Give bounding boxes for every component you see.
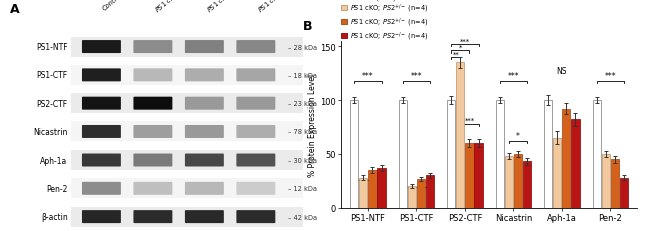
Text: NS: NS (556, 67, 567, 76)
FancyBboxPatch shape (133, 41, 172, 54)
Text: – 23 kDa: – 23 kDa (288, 101, 317, 107)
Text: – 18 kDa: – 18 kDa (288, 73, 317, 79)
Text: PS1-CTF: PS1-CTF (36, 71, 68, 80)
Bar (562, 109, 571, 208)
Text: *: * (516, 132, 520, 141)
Bar (496, 100, 504, 208)
Bar (71, 150, 302, 170)
Bar (611, 160, 619, 208)
Bar (447, 100, 456, 208)
Bar (544, 100, 552, 208)
Bar (71, 66, 302, 85)
Text: – 28 kDa: – 28 kDa (288, 44, 317, 50)
FancyBboxPatch shape (185, 125, 224, 138)
Text: – 12 kDa: – 12 kDa (288, 185, 317, 191)
Bar (350, 100, 358, 208)
Bar (571, 120, 580, 208)
FancyBboxPatch shape (133, 154, 172, 167)
Text: $PS1$ cKO; $PS2^{+/-}$: $PS1$ cKO; $PS2^{+/-}$ (204, 0, 255, 15)
Bar (408, 186, 416, 208)
Legend: Control (n=4), $PS1$ cKO; $PS2^{+/-}$ (n=4), $PS1$ cKO; $PS2^{+/-}$ (n=4), $PS1$: Control (n=4), $PS1$ cKO; $PS2^{+/-}$ (n… (339, 0, 431, 45)
Bar (523, 162, 531, 208)
FancyBboxPatch shape (237, 69, 276, 82)
Text: Nicastrin: Nicastrin (33, 128, 68, 136)
Text: ***: *** (604, 72, 616, 81)
Text: – 30 kDa: – 30 kDa (288, 157, 317, 163)
FancyBboxPatch shape (133, 97, 172, 110)
Text: PS1-NTF: PS1-NTF (36, 43, 68, 52)
Bar (71, 122, 302, 142)
Bar (593, 100, 601, 208)
FancyBboxPatch shape (185, 41, 224, 54)
Bar (474, 143, 482, 208)
Bar (456, 63, 465, 208)
Bar (71, 207, 302, 227)
Text: A: A (10, 3, 20, 16)
FancyBboxPatch shape (185, 97, 224, 110)
FancyBboxPatch shape (82, 125, 121, 138)
Bar (620, 178, 628, 208)
Text: PS2-CTF: PS2-CTF (36, 99, 68, 108)
FancyBboxPatch shape (82, 210, 121, 223)
FancyBboxPatch shape (185, 182, 224, 195)
Bar (378, 168, 385, 208)
Text: Aph-1a: Aph-1a (40, 156, 68, 165)
Text: ***: *** (362, 72, 374, 81)
FancyBboxPatch shape (237, 125, 276, 138)
FancyBboxPatch shape (237, 182, 276, 195)
Text: Pen-2: Pen-2 (46, 184, 68, 193)
Bar (359, 178, 367, 208)
FancyBboxPatch shape (237, 41, 276, 54)
FancyBboxPatch shape (237, 154, 276, 167)
Text: Control: Control (101, 0, 124, 12)
Bar (553, 138, 562, 208)
Bar (426, 176, 434, 208)
Bar (602, 154, 610, 208)
FancyBboxPatch shape (82, 41, 121, 54)
FancyBboxPatch shape (185, 210, 224, 223)
FancyBboxPatch shape (82, 154, 121, 167)
FancyBboxPatch shape (133, 182, 172, 195)
Text: B: B (303, 20, 312, 33)
Text: ***: *** (508, 72, 519, 81)
Text: **: ** (452, 51, 459, 57)
FancyBboxPatch shape (82, 69, 121, 82)
Text: β-actin: β-actin (41, 212, 68, 221)
Text: *: * (459, 45, 462, 51)
FancyBboxPatch shape (133, 69, 172, 82)
Text: $PS1$ cKO; $PS2^{+/-}$: $PS1$ cKO; $PS2^{+/-}$ (153, 0, 203, 15)
Bar (514, 154, 522, 208)
Bar (369, 170, 376, 208)
Bar (71, 37, 302, 57)
Bar (465, 143, 473, 208)
Text: – 78 kDa: – 78 kDa (288, 129, 317, 135)
Bar (71, 179, 302, 198)
Bar (505, 156, 513, 208)
FancyBboxPatch shape (237, 97, 276, 110)
Bar (71, 94, 302, 114)
Text: $PS1$ cKO; $PS2^{-/-}$: $PS1$ cKO; $PS2^{-/-}$ (256, 0, 306, 15)
FancyBboxPatch shape (185, 69, 224, 82)
FancyBboxPatch shape (237, 210, 276, 223)
FancyBboxPatch shape (82, 97, 121, 110)
FancyBboxPatch shape (133, 210, 172, 223)
Bar (398, 100, 407, 208)
Text: ***: *** (460, 38, 470, 44)
Text: ***: *** (411, 72, 422, 81)
FancyBboxPatch shape (82, 182, 121, 195)
FancyBboxPatch shape (133, 125, 172, 138)
Text: – 42 kDa: – 42 kDa (288, 214, 317, 220)
Y-axis label: % Protein Expression Level: % Protein Expression Level (308, 73, 317, 176)
Text: ***: *** (464, 118, 474, 124)
Bar (417, 179, 425, 208)
FancyBboxPatch shape (185, 154, 224, 167)
